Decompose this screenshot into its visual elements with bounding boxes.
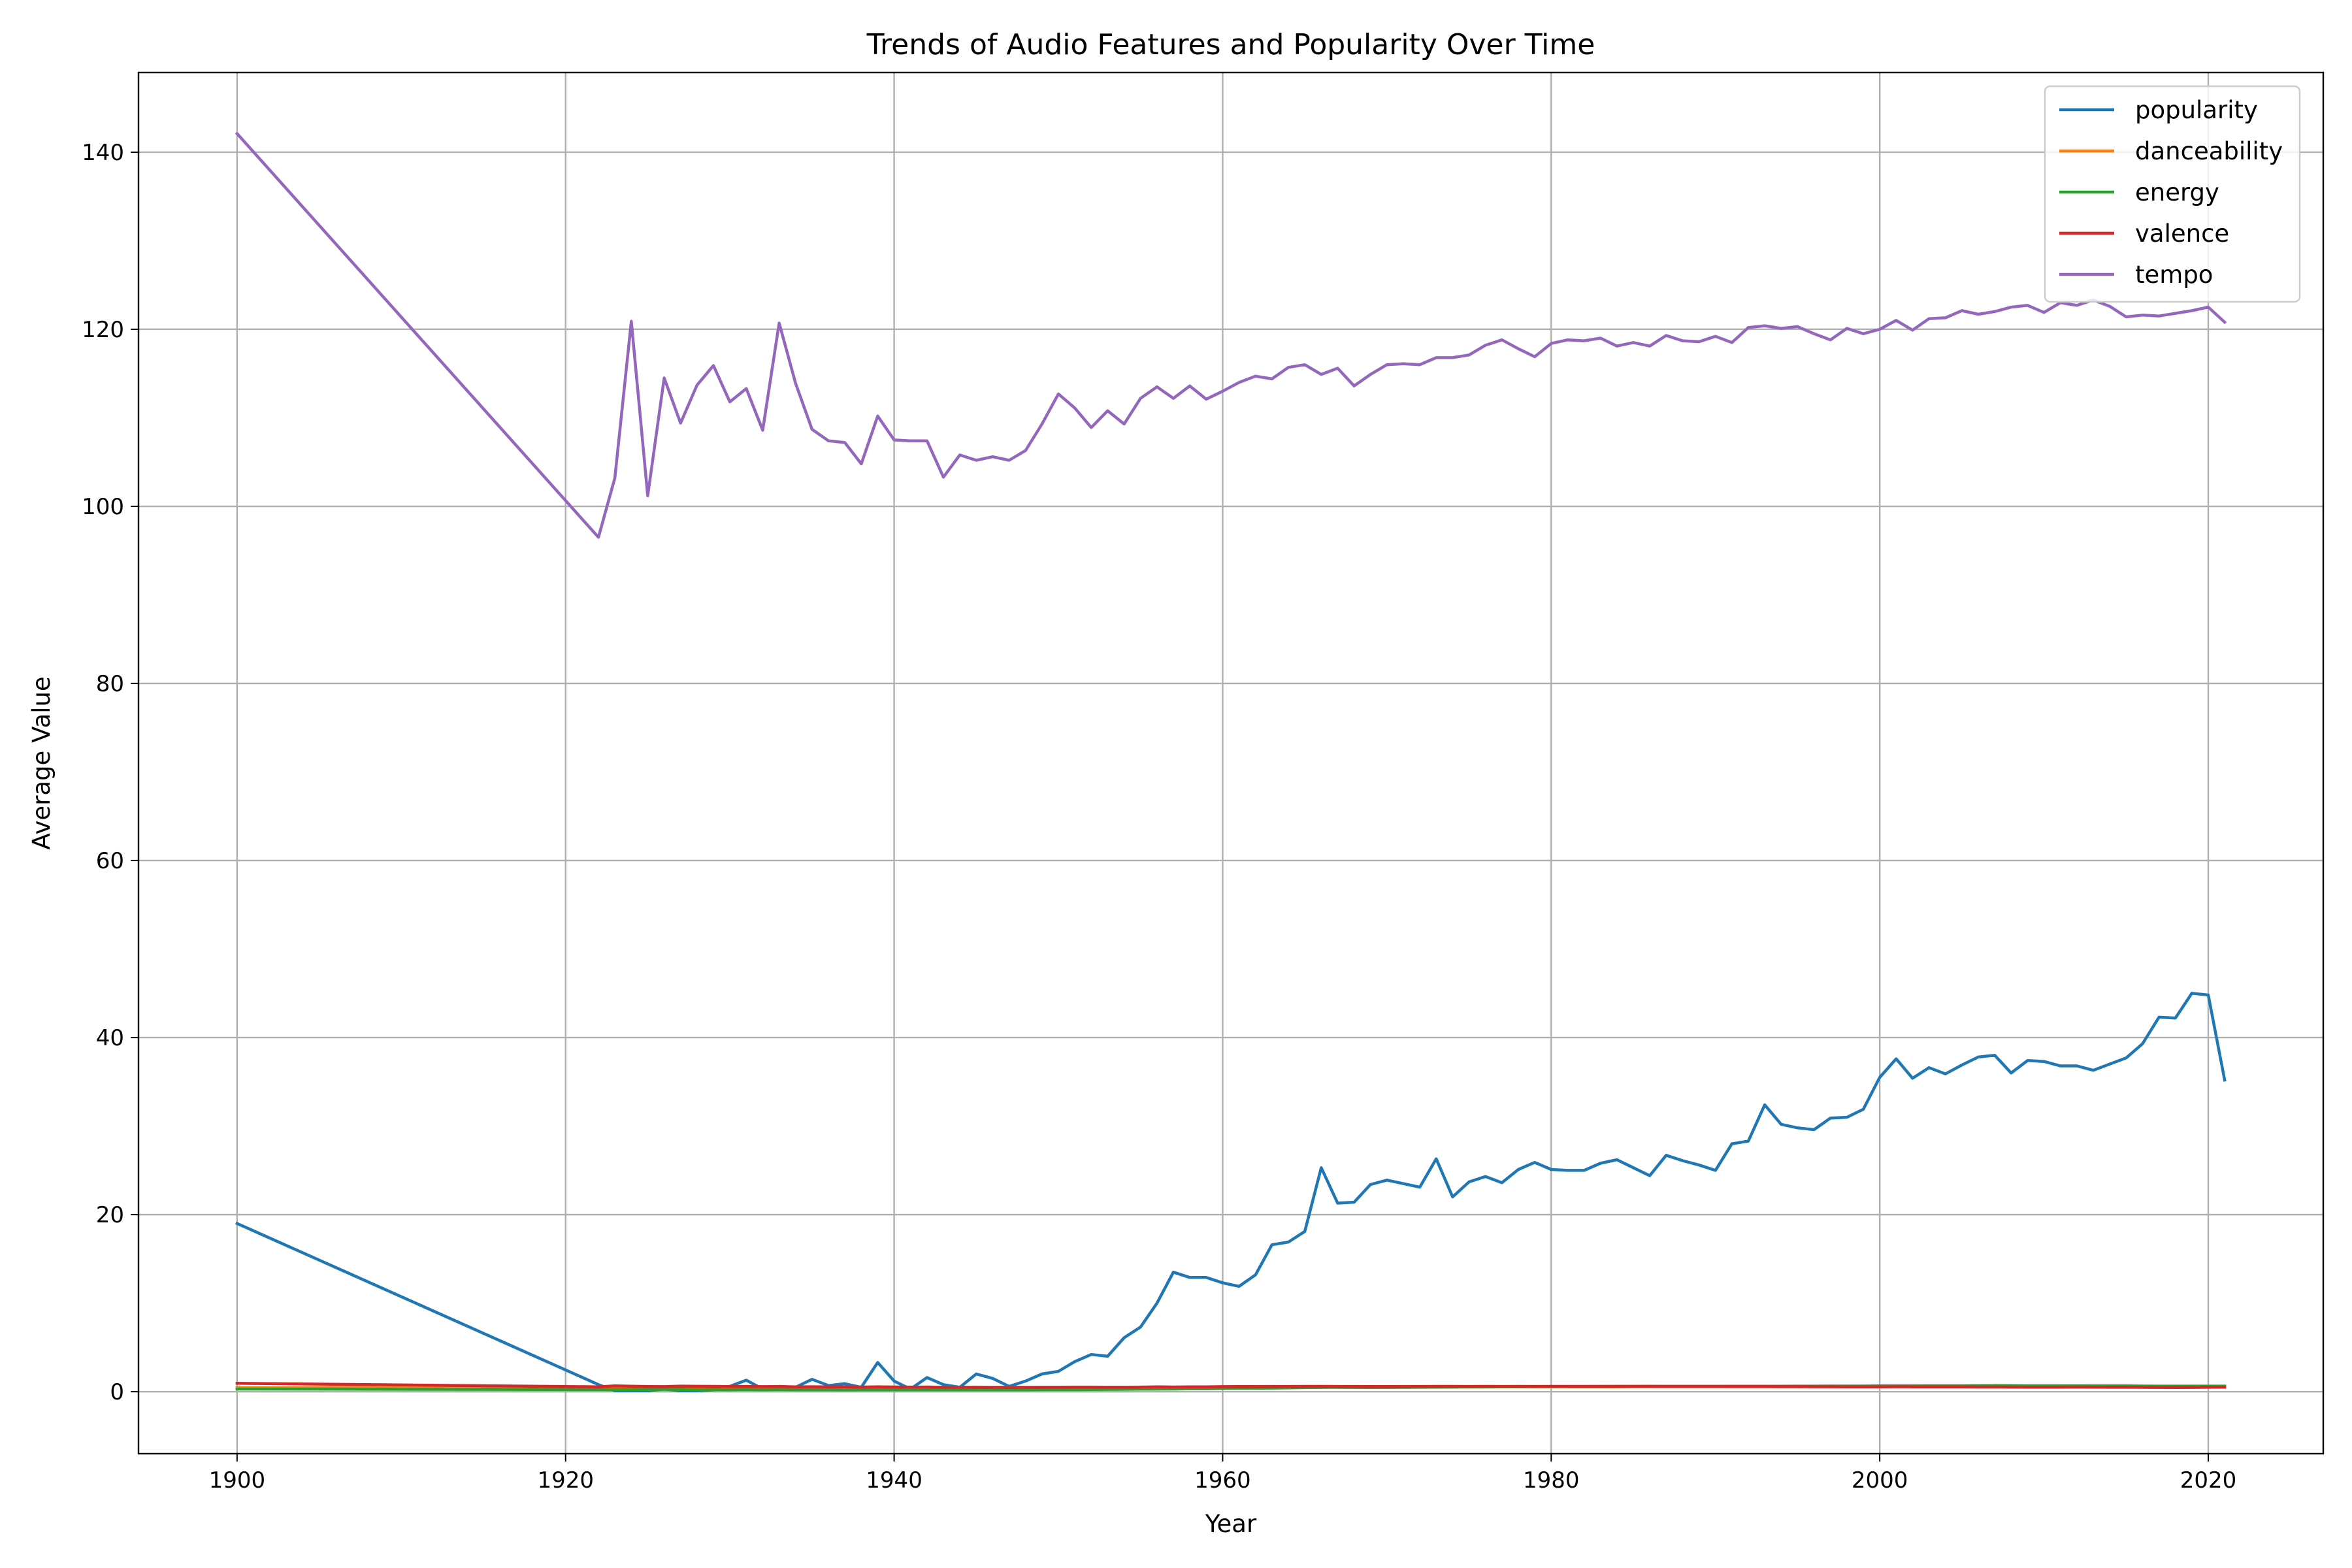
valence-legend-label: valence (2135, 220, 2229, 248)
axis-ticks: 1900 1920 1940 1960 1980 2000 2020 0 20 40 60 80 100… (82, 140, 2236, 1494)
x-tick-label: 1920 (537, 1467, 594, 1494)
x-tick-label: 1960 (1194, 1467, 1251, 1494)
x-tick-label: 1900 (209, 1467, 266, 1494)
x-tick-label: 2020 (2180, 1467, 2237, 1494)
y-tick-label: 100 (82, 494, 124, 520)
x-tick-label: 1980 (1523, 1467, 1580, 1494)
y-tick-label: 20 (96, 1202, 124, 1228)
popularity-legend-label: popularity (2135, 96, 2258, 124)
energy-legend-label: energy (2135, 178, 2219, 206)
x-tick-label: 1940 (866, 1467, 923, 1494)
y-tick-label: 80 (96, 671, 124, 697)
legend-box (2044, 85, 2301, 303)
y-tick-label: 0 (110, 1379, 124, 1405)
y-tick-label: 40 (96, 1025, 124, 1051)
y-tick-label: 140 (82, 140, 124, 166)
plot-frame (137, 71, 2325, 1455)
danceability-legend-label: danceability (2135, 137, 2283, 165)
series-lines (235, 131, 2227, 1393)
tempo-legend-label: tempo (2135, 261, 2213, 289)
grid-lines (139, 73, 2323, 1454)
y-axis-label: Average Value (27, 676, 56, 849)
legend: popularity danceability energy valence tempo (2044, 85, 2301, 303)
x-tick-label: 2000 (1852, 1467, 1908, 1494)
x-axis-label: Year (1205, 1510, 1257, 1538)
valence-series-line (235, 1382, 2227, 1390)
y-tick-label: 60 (96, 848, 124, 874)
chart-title: Trends of Audio Features and Popularity … (866, 28, 1595, 61)
tempo-series-line (235, 131, 2227, 539)
y-tick-label: 120 (82, 317, 124, 343)
